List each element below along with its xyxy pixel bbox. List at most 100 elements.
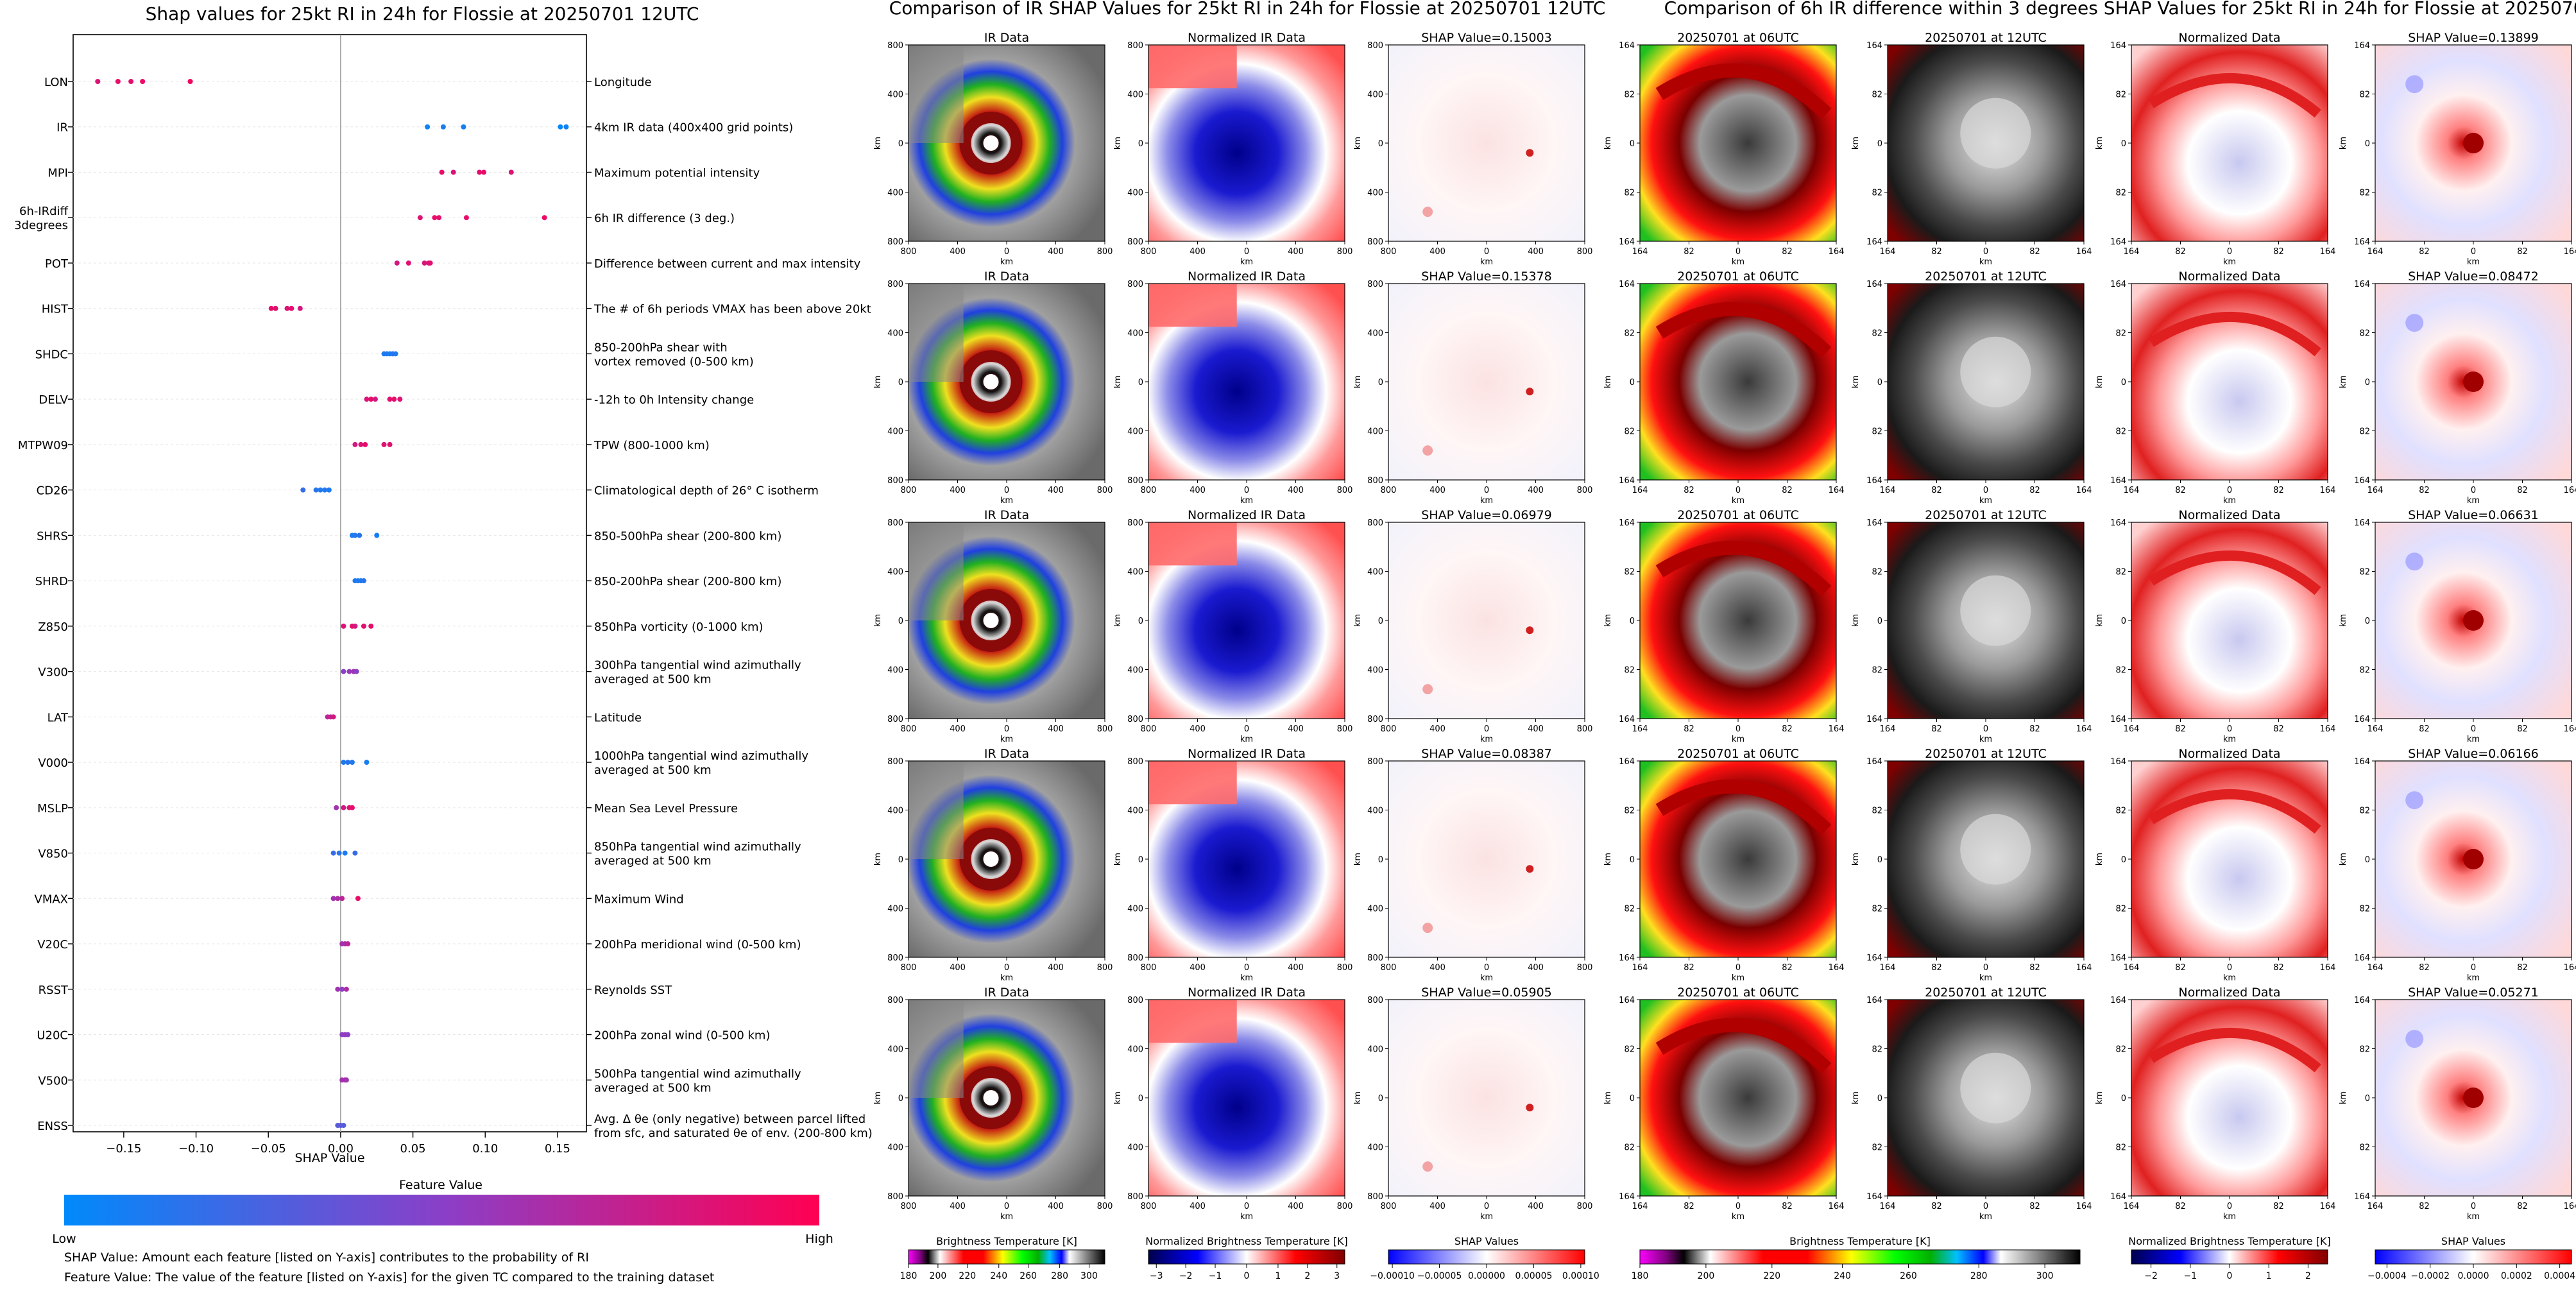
x-tick-label: 400 [1528, 724, 1544, 734]
colorbar-tick-label: 300 [1080, 1271, 1098, 1281]
x-axis-label: km [1240, 1212, 1253, 1222]
y-tick-label: 0 [1877, 139, 1882, 149]
panel-image [908, 522, 1105, 719]
feature-row: ENSS Avg. Δ θe (only negative) between pa… [37, 1113, 873, 1140]
map-panel: 20250701 at 06UTC1641648282008282164164k… [1603, 508, 1844, 744]
y-axis-label: km [1353, 375, 1363, 388]
y-tick-label: 164 [2354, 757, 2370, 767]
feature-description-label: The # of 6h periods VMAX has been above … [593, 303, 871, 316]
map-panel: Normalized Data1641648282008282164164kmk… [2095, 269, 2335, 506]
y-axis-label: km [2339, 375, 2348, 388]
y-axis-label: km [2095, 375, 2104, 388]
x-tick-label: 800 [1381, 724, 1397, 734]
panel-title: Normalized Data [2178, 508, 2280, 522]
x-axis-label: km [1732, 1212, 1744, 1222]
y-tick-label: 400 [1127, 905, 1143, 914]
colorbar-tick-label: 1 [1275, 1271, 1281, 1281]
x-tick-label: 82 [2419, 486, 2430, 495]
x-tick-label: 82 [2517, 486, 2528, 495]
x-tick-label: 800 [1141, 963, 1157, 973]
x-tick-label: 0.15 [545, 1142, 570, 1156]
feature-row: RSST Reynolds SST [38, 984, 673, 997]
y-tick-label: 0 [1378, 139, 1383, 149]
map-panel: SHAP Value=0.138991641648282008282164164… [2339, 31, 2576, 267]
feature-description-label: 200hPa zonal wind (0-500 km) [594, 1029, 771, 1043]
y-tick-label: 82 [2115, 568, 2126, 577]
x-tick-label: 0.10 [472, 1142, 498, 1156]
x-tick-label: 0 [2227, 486, 2232, 495]
x-tick-label: 400 [1429, 247, 1446, 257]
colorbar-tick-label: −3 [1150, 1271, 1163, 1281]
y-tick-label: 0 [1630, 1094, 1635, 1104]
x-tick-label: 800 [1141, 247, 1157, 257]
x-tick-label: 164 [1880, 486, 1896, 495]
y-tick-label: 82 [1624, 1143, 1635, 1153]
y-tick-label: 164 [2110, 953, 2126, 963]
x-tick-label: 82 [2273, 486, 2284, 495]
x-tick-label: 164 [2076, 963, 2092, 973]
panel-image [1888, 284, 2084, 480]
warm-band [2148, 1027, 2321, 1073]
y-tick-label: 164 [1866, 757, 1882, 767]
y-tick-label: 400 [1367, 189, 1383, 198]
shap-point [422, 260, 427, 266]
shap-point [313, 487, 319, 493]
x-tick-label: 164 [2076, 247, 2092, 257]
x-tick-label: 800 [1141, 724, 1157, 734]
y-tick-label: 164 [1619, 41, 1635, 51]
y-tick-label: 0 [898, 1094, 903, 1104]
x-axis-label: SHAP Value [294, 1151, 364, 1165]
y-tick-label: 82 [1624, 427, 1635, 437]
map-panel: 20250701 at 12UTC1641648282008282164164k… [1851, 986, 2092, 1222]
shap-point [326, 487, 332, 493]
x-tick-label: 800 [1337, 963, 1353, 973]
x-tick-label: 82 [2175, 1202, 2186, 1211]
colorbar-title: SHAP Values [2441, 1235, 2505, 1247]
x-tick-label: 400 [1190, 963, 1206, 973]
x-axis-label: km [1480, 735, 1493, 744]
map-panel: Normalized Data1641648282008282164164kmk… [2095, 747, 2335, 983]
x-tick-label: 0 [2471, 963, 2476, 973]
y-tick-label: 400 [1127, 90, 1143, 100]
y-tick-label: 82 [2115, 905, 2126, 914]
panel-title: IR Data [984, 747, 1029, 761]
x-axis-label: km [2223, 1212, 2236, 1222]
shap-point [387, 441, 393, 447]
y-tick-label: 400 [1127, 329, 1143, 339]
feature-name-label: CD26 [37, 484, 68, 498]
colorbar-tick-label: 240 [990, 1271, 1007, 1281]
y-axis-label: km [2339, 1091, 2348, 1104]
panel-image [1888, 1000, 2084, 1196]
colorbar: Brightness Temperature [K] 180 200 220 240 26… [900, 1235, 1105, 1281]
x-tick-label: 0 [1244, 247, 1249, 257]
y-tick-label: 0 [2365, 378, 2370, 388]
panel-image [1148, 284, 1345, 480]
y-tick-label: 800 [1127, 41, 1143, 51]
x-tick-label: 800 [1337, 724, 1353, 734]
y-axis-label: km [1603, 614, 1613, 627]
feature-name-label: VMAX [35, 892, 69, 906]
y-axis-label: km [2095, 137, 2104, 149]
x-tick-label: 400 [1288, 1202, 1304, 1211]
y-tick-label: 164 [1619, 996, 1635, 1005]
y-tick-label: 82 [1872, 329, 1882, 339]
y-axis-label: km [2095, 614, 2104, 627]
x-tick-label: 164 [2124, 963, 2140, 973]
x-tick-label: 82 [1782, 247, 1793, 257]
feature-description-label: Maximum potential intensity [594, 166, 760, 180]
y-tick-label: 82 [2359, 1143, 2370, 1153]
x-tick-label: 800 [1577, 247, 1593, 257]
y-axis-label: km [1353, 853, 1363, 866]
colorbar-title: Normalized Brightness Temperature [K] [2128, 1235, 2331, 1247]
colorbar-tick-label: 220 [1763, 1271, 1780, 1281]
panel-image [2131, 1000, 2328, 1196]
y-tick-label: 0 [2121, 855, 2126, 865]
x-tick-label: 0 [2227, 724, 2232, 734]
shap-point [341, 623, 346, 629]
x-tick-label: 164 [2076, 486, 2092, 495]
colorbar-ramp [908, 1249, 1105, 1265]
ir-grid-title: Comparison of IR SHAP Values for 25kt RI… [889, 0, 1606, 19]
warm-band [2148, 789, 2321, 834]
